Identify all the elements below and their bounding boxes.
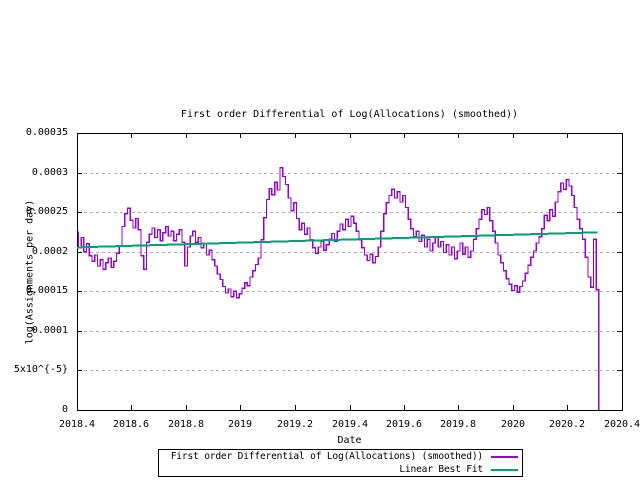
x-tick-label: 2018.6 [112, 419, 150, 430]
x-tick-label: 2018.4 [58, 419, 96, 430]
legend-entry: Linear Best Fit [159, 463, 522, 476]
legend-entry-label: First order Differential of Log(Allocati… [170, 451, 483, 462]
x-tick-label: 2020 [500, 419, 526, 430]
x-tick-label: 2019.8 [439, 419, 477, 430]
chart-title: First order Differential of Log(Allocati… [180, 109, 519, 120]
x-axis-label: Date [337, 435, 362, 446]
x-tick-label: 2020.4 [603, 419, 640, 430]
legend: First order Differential of Log(Allocati… [158, 449, 523, 477]
plot-border [77, 133, 623, 411]
x-tick-label: 2019.6 [385, 419, 423, 430]
legend-entry-label: Linear Best Fit [399, 464, 483, 475]
y-tick-label: 0.00025 [25, 206, 68, 217]
legend-entry: First order Differential of Log(Allocati… [159, 450, 522, 463]
y-tick-label: 0.00015 [25, 285, 68, 296]
series-smoothed-differential-line [77, 167, 600, 410]
y-tick-label: 0.0002 [31, 246, 68, 257]
x-tick-label: 2018.8 [167, 419, 205, 430]
y-tick-label: 0.0001 [31, 325, 68, 336]
y-tick-label: 0.0003 [31, 167, 68, 178]
x-tick-label: 2019.4 [331, 419, 369, 430]
series-linear-fit-line [76, 231, 598, 249]
y-tick-label: 0.00035 [25, 127, 68, 138]
x-tick-label: 2019.2 [276, 419, 314, 430]
legend-line-sample [491, 455, 518, 458]
legend-line-sample [491, 468, 518, 471]
x-tick-label: 2020.2 [548, 419, 586, 430]
y-tick-label: 5x10^{-5} [13, 364, 68, 375]
x-tick-label: 2019 [227, 419, 253, 430]
y-tick-label: 0 [61, 404, 68, 415]
